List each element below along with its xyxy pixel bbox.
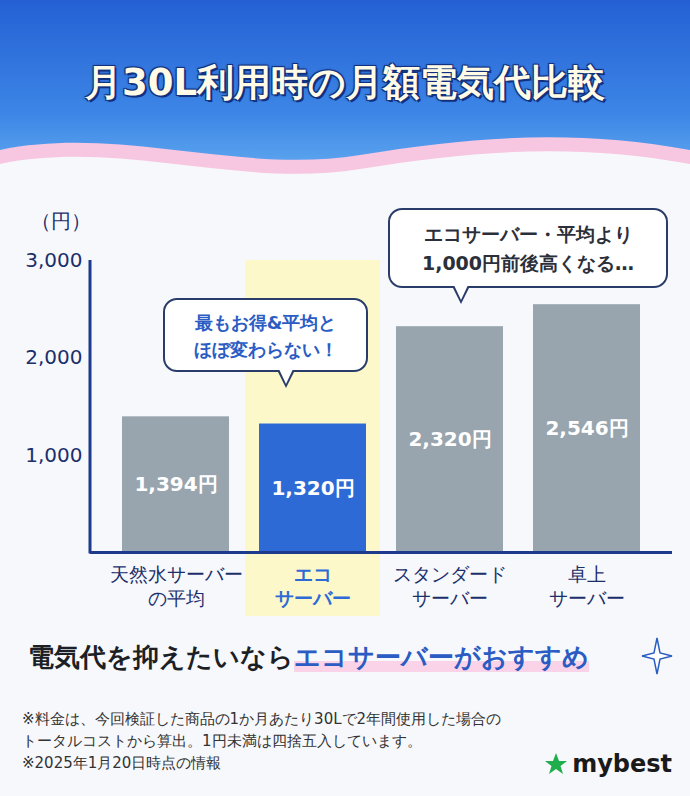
svg-text:3,000: 3,000 [25, 248, 82, 272]
svg-text:スタンダードサーバー: スタンダードサーバー [393, 563, 507, 609]
svg-text:1,394円: 1,394円 [134, 472, 217, 496]
html-text:※2025年1月20日時点の情報: ※2025年1月20日時点の情報 [22, 754, 222, 772]
svg-text:2,546円: 2,546円 [545, 416, 628, 440]
html-text:最もお得&平均と ほぼ変わらない！: 最もお得&平均と ほぼ変わらない！ [193, 312, 338, 360]
svg-text:エコサーバー: エコサーバー [275, 563, 351, 609]
svg-text:卓上サーバー: 卓上サーバー [549, 563, 625, 609]
svg-text:（円）: （円） [31, 210, 91, 233]
svg-text:1,000: 1,000 [25, 443, 82, 467]
html-text:※料金は、今回検証した商品の1か月あたり30Lで2年間使用し: ※料金は、今回検証した商品の1か月あたり30Lで2年間使用した場合の [22, 710, 502, 728]
svg-text:1,320円: 1,320円 [271, 476, 354, 500]
svg-text:2,000: 2,000 [25, 345, 82, 369]
html-text:電気代を抑えたいならエコサーバーがおすすめ: 電気代を抑えたいならエコサーバーがおすすめ [28, 642, 589, 672]
html-text:mybest: mybest [572, 750, 672, 778]
svg-text:天然水サーバーの平均: 天然水サーバーの平均 [110, 563, 243, 609]
svg-text:2,320円: 2,320円 [408, 427, 491, 451]
html-text:エコサーバー・平均より 1,000円前後高くなる…: エコサーバー・平均より 1,000円前後高くなる… [421, 223, 634, 274]
html-text:月30L利用時の月額電気代比較: 月30L利用時の月額電気代比較 [85, 61, 605, 104]
html-text:トータルコストから算出。1円未満は四捨五入しています。: トータルコストから算出。1円未満は四捨五入しています。 [22, 732, 422, 750]
